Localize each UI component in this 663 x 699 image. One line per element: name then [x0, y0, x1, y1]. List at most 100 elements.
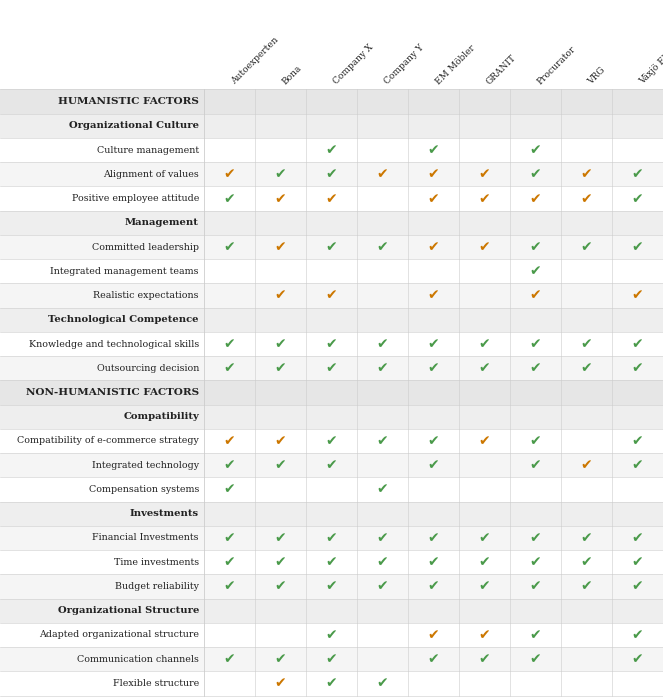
Bar [0, 235, 663, 259]
Text: ✔: ✔ [632, 555, 643, 569]
Bar [0, 332, 663, 356]
Text: ✔: ✔ [377, 531, 389, 545]
Text: ✔: ✔ [224, 531, 235, 545]
Text: ✔: ✔ [632, 240, 643, 254]
Text: Culture management: Culture management [97, 145, 199, 154]
Text: ✔: ✔ [275, 677, 286, 691]
Text: ✔: ✔ [326, 167, 337, 181]
Text: ✔: ✔ [377, 579, 389, 593]
Text: ✔: ✔ [632, 579, 643, 593]
Text: ✔: ✔ [632, 289, 643, 303]
Text: Company Y: Company Y [383, 43, 426, 86]
Text: Budget reliability: Budget reliability [115, 582, 199, 591]
Text: Integrated management teams: Integrated management teams [50, 267, 199, 276]
Text: ✔: ✔ [530, 167, 542, 181]
Text: ✔: ✔ [224, 337, 235, 351]
Text: ✔: ✔ [377, 434, 389, 448]
Text: ✔: ✔ [377, 240, 389, 254]
Text: ✔: ✔ [581, 531, 592, 545]
Text: ✔: ✔ [275, 579, 286, 593]
Text: ✔: ✔ [377, 167, 389, 181]
Text: ✔: ✔ [224, 167, 235, 181]
Text: ✔: ✔ [326, 579, 337, 593]
Text: ✔: ✔ [632, 337, 643, 351]
Bar [0, 647, 663, 671]
Bar [0, 526, 663, 550]
Text: ✔: ✔ [581, 555, 592, 569]
Text: Alignment of values: Alignment of values [103, 170, 199, 179]
Bar [0, 283, 663, 308]
Text: ✔: ✔ [428, 459, 440, 473]
Text: ✔: ✔ [530, 240, 542, 254]
Text: ✔: ✔ [326, 555, 337, 569]
Text: ✔: ✔ [224, 434, 235, 448]
Text: Investments: Investments [130, 509, 199, 518]
Text: ✔: ✔ [428, 434, 440, 448]
Text: ✔: ✔ [326, 652, 337, 666]
Text: ✔: ✔ [530, 192, 542, 206]
Text: ✔: ✔ [377, 361, 389, 375]
Bar [0, 598, 663, 623]
Text: Organizational Structure: Organizational Structure [58, 606, 199, 615]
Text: ✔: ✔ [224, 482, 235, 496]
Text: ✔: ✔ [581, 579, 592, 593]
Text: Positive employee attitude: Positive employee attitude [72, 194, 199, 203]
Text: ✔: ✔ [275, 240, 286, 254]
Text: Committed leadership: Committed leadership [92, 243, 199, 252]
Text: ✔: ✔ [428, 143, 440, 157]
Text: ✔: ✔ [632, 361, 643, 375]
Text: ✔: ✔ [530, 555, 542, 569]
Text: Management: Management [125, 218, 199, 227]
Text: Communication channels: Communication channels [77, 655, 199, 663]
Text: ✔: ✔ [581, 240, 592, 254]
Text: ✔: ✔ [479, 579, 491, 593]
Text: ✔: ✔ [224, 361, 235, 375]
Text: ✔: ✔ [326, 240, 337, 254]
Text: Compensation systems: Compensation systems [89, 485, 199, 494]
Text: ✔: ✔ [275, 167, 286, 181]
Text: ✔: ✔ [479, 531, 491, 545]
Text: ✔: ✔ [428, 289, 440, 303]
Text: ✔: ✔ [479, 192, 491, 206]
Text: ✔: ✔ [224, 192, 235, 206]
Text: ✔: ✔ [530, 264, 542, 278]
Text: Adapted organizational structure: Adapted organizational structure [39, 630, 199, 640]
Bar [0, 356, 663, 380]
Text: EM Möbler: EM Möbler [434, 43, 477, 86]
Bar [0, 405, 663, 429]
Bar [0, 429, 663, 453]
Text: ✔: ✔ [632, 459, 643, 473]
Text: ✔: ✔ [275, 361, 286, 375]
Text: ✔: ✔ [479, 337, 491, 351]
Text: ✔: ✔ [428, 167, 440, 181]
Text: ✔: ✔ [326, 337, 337, 351]
Bar [0, 162, 663, 187]
Text: ✔: ✔ [224, 240, 235, 254]
Text: Bona: Bona [280, 63, 304, 86]
Text: ✔: ✔ [326, 531, 337, 545]
Bar [0, 623, 663, 647]
Bar [0, 550, 663, 575]
Text: ✔: ✔ [479, 240, 491, 254]
Text: ✔: ✔ [377, 337, 389, 351]
Text: Knowledge and technological skills: Knowledge and technological skills [29, 340, 199, 349]
Text: ✔: ✔ [275, 337, 286, 351]
Text: ✔: ✔ [275, 434, 286, 448]
Text: ✔: ✔ [479, 628, 491, 642]
Text: ✔: ✔ [479, 167, 491, 181]
Text: ✔: ✔ [428, 555, 440, 569]
Text: Integrated technology: Integrated technology [91, 461, 199, 470]
Text: ✔: ✔ [479, 361, 491, 375]
Text: ✔: ✔ [530, 337, 542, 351]
Text: Technological Competence: Technological Competence [48, 315, 199, 324]
Bar [0, 575, 663, 598]
Text: Time investments: Time investments [114, 558, 199, 567]
Text: ✔: ✔ [632, 167, 643, 181]
Text: ✔: ✔ [377, 482, 389, 496]
Text: Organizational Culture: Organizational Culture [69, 122, 199, 130]
Text: ✔: ✔ [326, 143, 337, 157]
Bar [0, 477, 663, 502]
Text: ✔: ✔ [326, 677, 337, 691]
Bar [0, 259, 663, 283]
Text: ✔: ✔ [530, 143, 542, 157]
